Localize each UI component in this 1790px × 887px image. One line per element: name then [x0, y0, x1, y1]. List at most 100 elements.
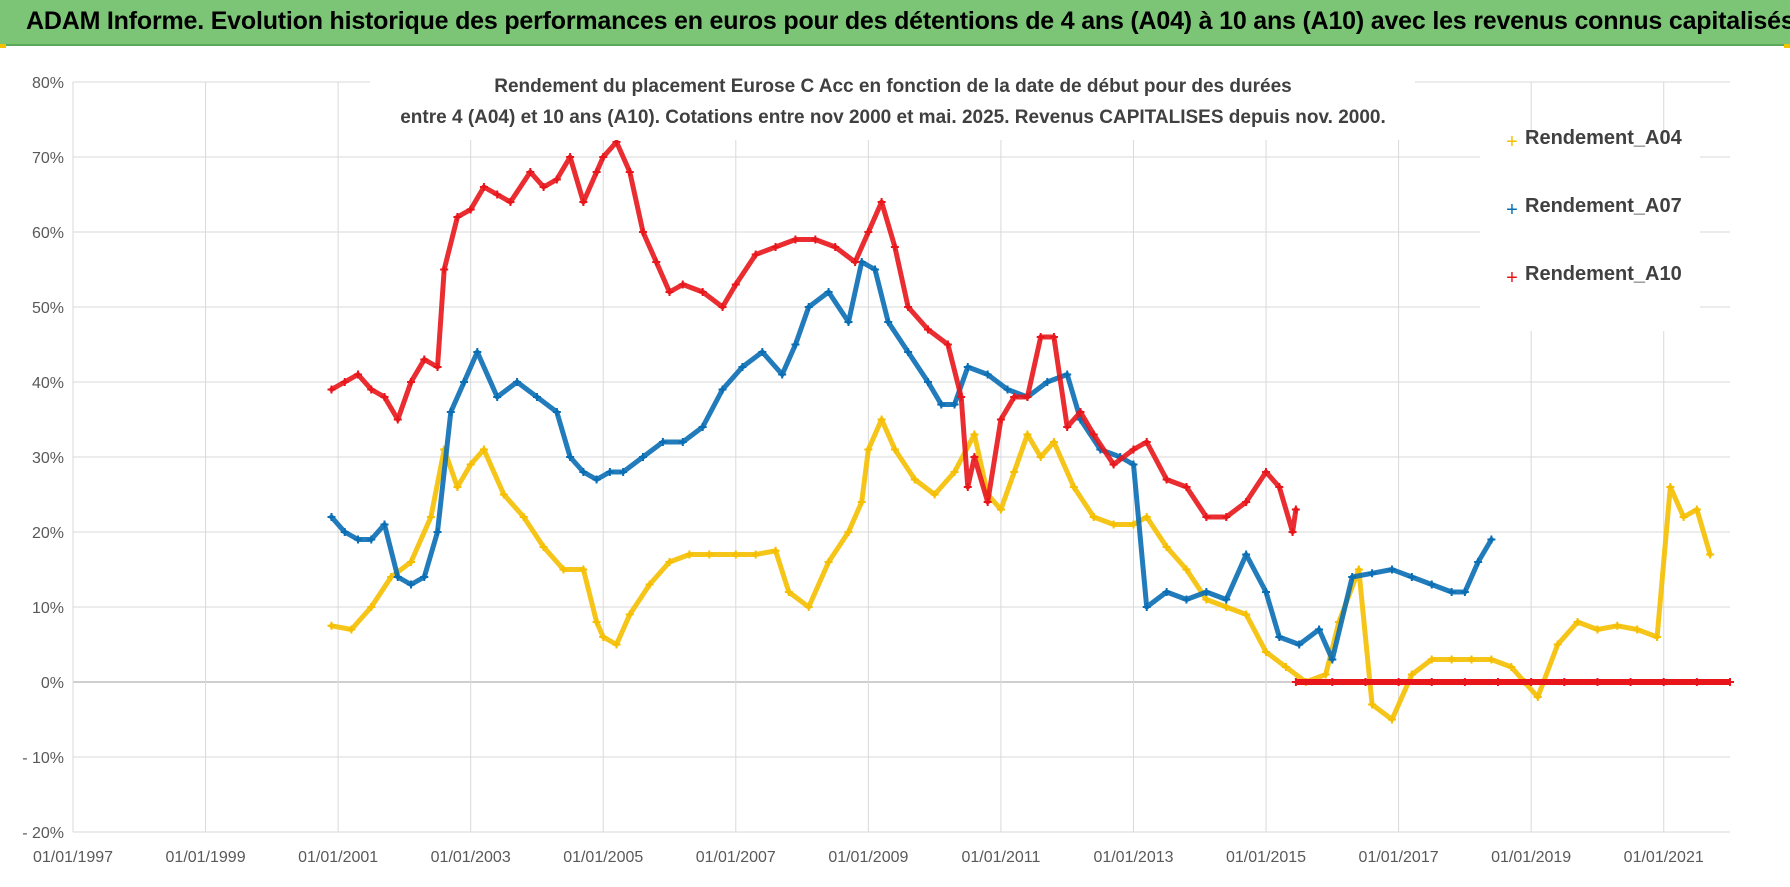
data-point [996, 415, 1005, 424]
data-point [1182, 483, 1191, 491]
data-point [1487, 535, 1496, 544]
data-point [1142, 438, 1151, 446]
data-point [1560, 678, 1569, 686]
data-point [771, 243, 780, 251]
data-point [645, 580, 654, 589]
data-point [566, 453, 575, 461]
data-point [950, 400, 959, 409]
data-point [1109, 460, 1118, 469]
legend-background [1480, 141, 1700, 331]
data-point [1262, 588, 1271, 596]
data-point [705, 550, 714, 559]
data-point [1653, 633, 1662, 641]
data-point [1275, 633, 1284, 641]
data-point [1427, 678, 1436, 686]
data-point [327, 385, 336, 394]
data-point [1242, 498, 1251, 506]
data-point [1069, 483, 1078, 491]
data-point [824, 558, 833, 566]
legend-marker-a10: + [1506, 267, 1518, 289]
series-layer [327, 138, 1734, 724]
data-point [1593, 678, 1602, 686]
y-tick-label: 50% [32, 300, 64, 317]
data-point [864, 228, 873, 236]
x-tick-label: 01/01/1999 [166, 849, 246, 866]
data-point [751, 250, 760, 259]
x-tick-label: 01/01/2005 [563, 849, 643, 866]
data-point [751, 550, 760, 559]
data-point [1162, 475, 1171, 484]
data-point [1679, 513, 1688, 521]
data-point [1460, 588, 1469, 596]
data-point [1315, 625, 1324, 634]
data-point [1222, 595, 1231, 604]
data-point [340, 378, 349, 386]
legend-marker-a04: + [1506, 131, 1518, 153]
data-point [612, 640, 621, 649]
legend-label-a04: Rendement_A04 [1525, 127, 1683, 149]
data-point [532, 393, 541, 401]
data-point [904, 303, 913, 311]
data-point [367, 535, 376, 544]
data-point [473, 348, 482, 356]
data-point [367, 385, 376, 394]
data-point [1348, 573, 1357, 581]
data-point [857, 498, 866, 506]
data-point [924, 378, 933, 386]
data-point [685, 550, 694, 559]
data-point [625, 168, 634, 176]
scatter-chart: - 20% - 10% 0% 10% 20% 30% 40% 50% 60% 70% 80% 01/… [22, 68, 1734, 866]
data-point [1142, 603, 1151, 611]
data-point [1288, 528, 1297, 536]
data-point [566, 153, 575, 161]
data-point [1036, 333, 1045, 341]
x-tick-label: 01/01/2017 [1359, 849, 1439, 866]
data-point [479, 445, 488, 454]
data-point [1202, 513, 1211, 521]
data-point [665, 288, 674, 296]
data-point [513, 378, 522, 386]
data-point [466, 460, 475, 469]
data-point [1368, 700, 1377, 709]
data-point [1394, 678, 1403, 686]
y-tick-label: 40% [32, 375, 64, 392]
y-axis-tick-labels: - 20% - 10% 0% 10% 20% 30% 40% 50% 60% 70% 80% [22, 75, 64, 842]
data-point [870, 265, 879, 274]
data-point [1666, 483, 1675, 491]
data-point [698, 423, 707, 431]
y-tick-label: - 20% [22, 825, 64, 842]
data-point [579, 565, 588, 574]
x-tick-label: 01/01/2021 [1624, 849, 1704, 866]
data-point [579, 468, 588, 476]
series-rendement-a04 [327, 415, 1715, 724]
data-point [539, 543, 548, 551]
data-point [1242, 550, 1251, 559]
data-point [1447, 588, 1456, 596]
data-point [1076, 408, 1085, 416]
data-point [738, 363, 747, 371]
data-point [1023, 430, 1032, 439]
data-point [420, 573, 429, 581]
data-point [539, 183, 548, 191]
data-point [407, 580, 416, 589]
y-tick-label: 60% [32, 225, 64, 242]
data-point [778, 370, 787, 379]
data-point [1633, 625, 1642, 634]
data-point [1222, 513, 1231, 521]
data-point [758, 348, 767, 356]
data-point [1043, 378, 1052, 386]
data-point [937, 400, 946, 409]
data-point [1291, 505, 1300, 514]
data-point [1291, 678, 1300, 686]
series-rendement-a10-zero [1291, 678, 1734, 686]
data-point [1010, 468, 1019, 476]
data-point [499, 490, 508, 499]
data-point [1182, 595, 1191, 604]
data-point [1487, 655, 1496, 664]
chart-title-line2: entre 4 (A04) et 10 ans (A10). Cotations… [400, 107, 1386, 128]
data-point [380, 393, 389, 401]
data-point [327, 513, 336, 521]
data-point [1089, 430, 1098, 439]
data-point [1242, 610, 1251, 619]
data-point [678, 438, 687, 446]
